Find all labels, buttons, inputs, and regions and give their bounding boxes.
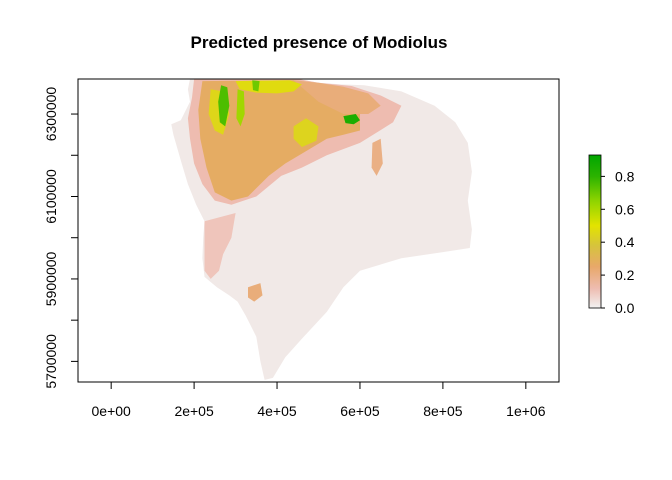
- y-axis: 5700000 5900000 6100000 6300000: [43, 87, 79, 389]
- x-tick-label: 2e+05: [174, 403, 214, 419]
- region-yellow-center: [293, 118, 319, 147]
- region-yellow-north: [235, 80, 302, 94]
- x-axis: 0e+00 2e+05 4e+05 6e+05 8e+05 1e+06: [92, 381, 546, 419]
- x-tick-label: 1e+06: [506, 403, 546, 419]
- colorbar-tick-label: 0.4: [615, 234, 635, 250]
- y-tick-label: 6300000: [43, 87, 59, 142]
- region-north-east-band: [293, 80, 381, 114]
- region-green-west-2: [236, 89, 245, 127]
- colorbar-tick-label: 0.2: [615, 267, 635, 283]
- y-tick-label: 5700000: [43, 334, 59, 389]
- x-tick-label: 6e+05: [340, 403, 380, 419]
- chart-title: Predicted presence of Modiolus: [191, 33, 448, 52]
- raster-map: [171, 79, 472, 380]
- colorbar-tick-label: 0.6: [615, 201, 635, 217]
- region-green-north: [252, 80, 260, 92]
- x-tick-label: 8e+05: [423, 403, 463, 419]
- y-tick-label: 6100000: [43, 169, 59, 224]
- colorbar-tick-label: 0.8: [615, 168, 635, 184]
- y-tick-label: 5900000: [43, 251, 59, 306]
- colorbar-legend: 0.0 0.2 0.4 0.6 0.8: [588, 154, 635, 316]
- colorbar-bar: [588, 154, 602, 309]
- region-green-west: [218, 85, 230, 127]
- colorbar-tick-label: 0.0: [615, 300, 635, 316]
- region-green-east: [343, 114, 360, 125]
- region-west-low: [204, 213, 236, 279]
- region-south-patch: [248, 283, 263, 302]
- region-east-spot: [371, 138, 383, 176]
- x-tick-label: 4e+05: [257, 403, 297, 419]
- x-tick-label: 0e+00: [92, 403, 132, 419]
